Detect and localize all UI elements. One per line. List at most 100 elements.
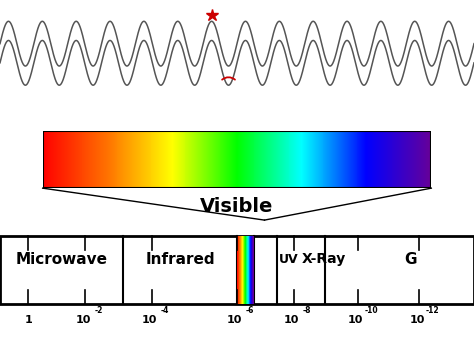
Bar bbox=[246, 236, 247, 304]
Text: Microwave: Microwave bbox=[16, 252, 108, 267]
Text: 10: 10 bbox=[142, 315, 157, 324]
Bar bbox=[175, 131, 176, 188]
Bar bbox=[152, 131, 153, 188]
Bar bbox=[247, 236, 248, 304]
Bar bbox=[154, 131, 155, 188]
Bar bbox=[254, 131, 255, 188]
Bar bbox=[160, 131, 162, 188]
Bar bbox=[288, 131, 289, 188]
Bar bbox=[253, 236, 254, 304]
Bar bbox=[102, 131, 103, 188]
Bar bbox=[356, 131, 358, 188]
Bar bbox=[103, 131, 104, 188]
Bar bbox=[245, 131, 246, 188]
Bar bbox=[390, 131, 391, 188]
Bar bbox=[394, 131, 396, 188]
Bar bbox=[217, 131, 218, 188]
Bar bbox=[357, 131, 359, 188]
Bar bbox=[149, 131, 151, 188]
Bar bbox=[249, 236, 250, 304]
Bar bbox=[168, 131, 169, 188]
Bar bbox=[161, 131, 163, 188]
Bar bbox=[219, 131, 220, 188]
Bar bbox=[219, 131, 221, 188]
Text: 10: 10 bbox=[75, 315, 91, 324]
Bar bbox=[242, 131, 243, 188]
Bar bbox=[197, 131, 199, 188]
Bar bbox=[244, 236, 245, 304]
Bar bbox=[134, 131, 136, 188]
Bar bbox=[132, 131, 133, 188]
Bar bbox=[362, 131, 364, 188]
Bar bbox=[423, 131, 424, 188]
Bar bbox=[389, 131, 390, 188]
Bar bbox=[198, 131, 200, 188]
Bar bbox=[188, 131, 190, 188]
Text: 10: 10 bbox=[227, 315, 242, 324]
Bar bbox=[355, 131, 356, 188]
Bar bbox=[51, 131, 53, 188]
Bar bbox=[167, 131, 168, 188]
Bar bbox=[312, 131, 313, 188]
Bar bbox=[379, 131, 380, 188]
Bar bbox=[95, 131, 97, 188]
Bar bbox=[307, 131, 308, 188]
Bar bbox=[182, 131, 183, 188]
Bar bbox=[83, 131, 85, 188]
Bar bbox=[256, 131, 258, 188]
Bar bbox=[417, 131, 418, 188]
Bar bbox=[252, 236, 253, 304]
Bar bbox=[115, 131, 116, 188]
Bar bbox=[159, 131, 161, 188]
Bar bbox=[248, 236, 249, 304]
Bar bbox=[190, 131, 191, 188]
Bar bbox=[261, 131, 263, 188]
Bar bbox=[227, 131, 228, 188]
Bar bbox=[392, 131, 394, 188]
Bar bbox=[430, 131, 432, 188]
Bar bbox=[128, 131, 129, 188]
Bar bbox=[100, 131, 101, 188]
Bar bbox=[117, 131, 118, 188]
Bar bbox=[334, 131, 336, 188]
Bar bbox=[142, 131, 143, 188]
Bar bbox=[259, 131, 261, 188]
Bar bbox=[163, 131, 164, 188]
Bar bbox=[323, 131, 325, 188]
Bar bbox=[56, 131, 58, 188]
Bar bbox=[147, 131, 149, 188]
Bar bbox=[237, 236, 238, 304]
Bar bbox=[418, 131, 419, 188]
Bar bbox=[374, 131, 375, 188]
Bar bbox=[283, 131, 284, 188]
Bar bbox=[398, 131, 400, 188]
Bar bbox=[428, 131, 430, 188]
Bar bbox=[277, 131, 278, 188]
Text: 10: 10 bbox=[284, 315, 299, 324]
Text: 10: 10 bbox=[410, 315, 425, 324]
Bar bbox=[171, 131, 172, 188]
Bar bbox=[146, 131, 148, 188]
Bar bbox=[351, 131, 352, 188]
Text: G: G bbox=[404, 252, 416, 267]
Bar bbox=[124, 131, 126, 188]
Text: Visible: Visible bbox=[201, 197, 273, 216]
Bar bbox=[155, 131, 156, 188]
Bar bbox=[318, 131, 319, 188]
Bar bbox=[373, 131, 374, 188]
Bar bbox=[345, 131, 346, 188]
Bar bbox=[216, 131, 217, 188]
Bar bbox=[106, 131, 107, 188]
Bar bbox=[45, 131, 46, 188]
Bar bbox=[212, 131, 213, 188]
Bar bbox=[194, 131, 196, 188]
Bar bbox=[272, 131, 273, 188]
Bar bbox=[338, 131, 339, 188]
Bar bbox=[287, 131, 288, 188]
Bar bbox=[371, 131, 373, 188]
Bar bbox=[320, 131, 322, 188]
Bar bbox=[317, 131, 318, 188]
Bar bbox=[240, 131, 241, 188]
Bar bbox=[251, 236, 252, 304]
Bar bbox=[125, 131, 127, 188]
